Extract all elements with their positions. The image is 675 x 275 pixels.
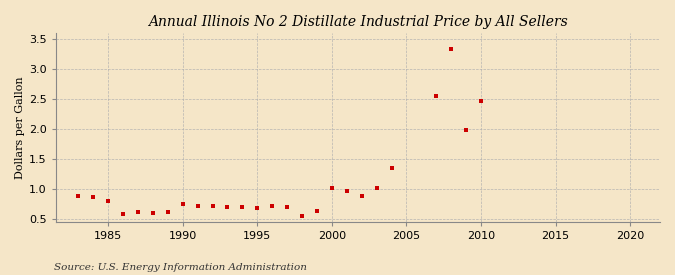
Point <box>117 212 128 216</box>
Point <box>88 195 99 199</box>
Point <box>356 194 367 198</box>
Point <box>73 194 84 198</box>
Title: Annual Illinois No 2 Distillate Industrial Price by All Sellers: Annual Illinois No 2 Distillate Industri… <box>148 15 568 29</box>
Point <box>342 188 352 193</box>
Point <box>327 186 338 190</box>
Point <box>386 166 397 170</box>
Point <box>296 213 307 218</box>
Point <box>476 99 487 103</box>
Point <box>281 205 292 209</box>
Point <box>252 206 263 210</box>
Point <box>163 210 173 214</box>
Point <box>207 203 218 208</box>
Point <box>178 202 188 206</box>
Point <box>192 203 203 208</box>
Point <box>431 94 441 99</box>
Point <box>371 186 382 190</box>
Point <box>461 128 472 132</box>
Point <box>132 209 143 214</box>
Point <box>148 211 159 216</box>
Text: Source: U.S. Energy Information Administration: Source: U.S. Energy Information Administ… <box>54 263 307 272</box>
Point <box>446 47 456 51</box>
Point <box>267 203 277 208</box>
Point <box>312 209 323 213</box>
Point <box>237 205 248 209</box>
Point <box>222 205 233 209</box>
Y-axis label: Dollars per Gallon: Dollars per Gallon <box>15 76 25 179</box>
Point <box>103 199 113 203</box>
